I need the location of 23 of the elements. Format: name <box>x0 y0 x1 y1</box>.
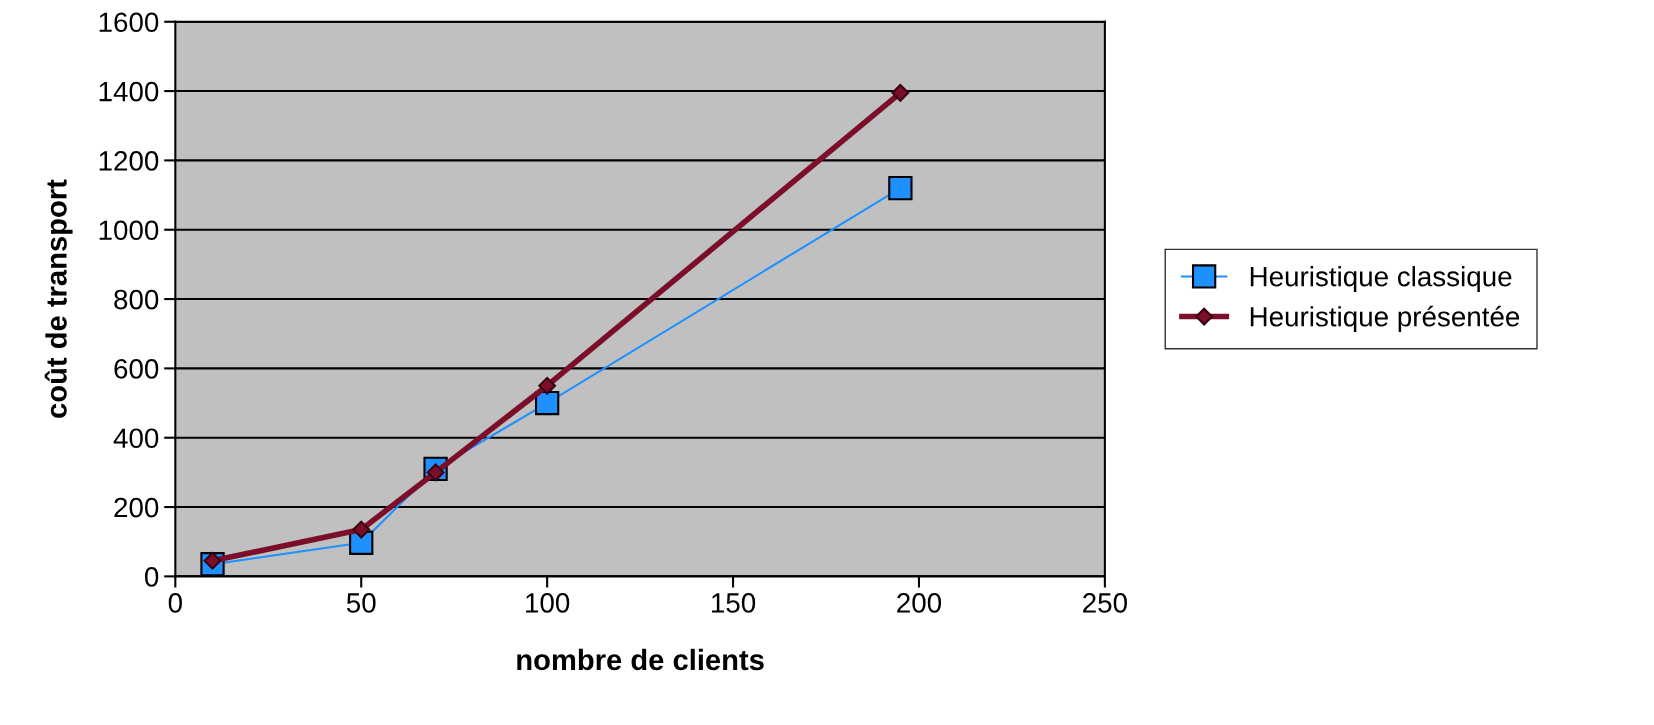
x-tick-label: 250 <box>1083 593 1127 613</box>
y-tick-label: 400 <box>113 428 159 449</box>
y-axis-title: coût de transport <box>44 179 73 418</box>
x-tick-label: 50 <box>346 593 376 613</box>
y-tick-label: 600 <box>114 359 159 379</box>
y-tick-label: 800 <box>114 289 159 310</box>
point <box>538 376 557 395</box>
y-tick-label: 1200 <box>99 151 159 171</box>
x-tick-label: 150 <box>712 593 756 613</box>
x-tick-label: 200 <box>897 593 942 613</box>
x-axis-title: nombre de clients <box>517 648 764 671</box>
legend-label: Heuristique classique <box>1250 266 1512 292</box>
point <box>891 83 910 102</box>
point <box>888 175 913 201</box>
y-tick-label: 1600 <box>99 12 159 33</box>
y-tick-label: 0 <box>144 567 159 587</box>
x-tick-label: 100 <box>526 593 570 613</box>
y-tick-label: 1000 <box>99 220 159 241</box>
x-tick-label: 0 <box>168 593 182 613</box>
y-tick-label: 1400 <box>99 81 159 102</box>
legend-label: Heuristique présentée <box>1250 305 1520 333</box>
y-tick-label: 200 <box>114 497 159 518</box>
point <box>352 520 371 539</box>
